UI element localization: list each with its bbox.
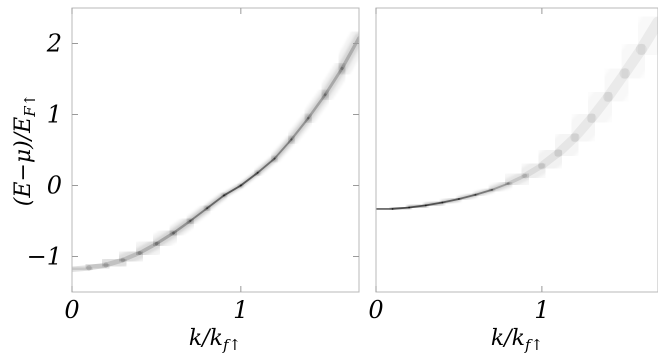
right-panel-frame [375, 7, 658, 293]
right-band-mid-segment [516, 157, 551, 185]
y-axis-title: (E−μ)/EF↑ [11, 94, 39, 206]
x-axis-title-right: k/kf↑ [491, 326, 543, 353]
right-intensity-layer [376, 16, 658, 213]
right-plot-area [376, 16, 658, 213]
left-x-tick-label: 1 [233, 296, 248, 324]
right-band-core-segment [619, 43, 647, 79]
left-x-tick-label: 0 [64, 296, 79, 324]
left-band-mid-segment [337, 32, 359, 74]
right-band-core-segment [553, 132, 580, 158]
right-band-core-segment [570, 113, 597, 143]
left-band-mid-segment [205, 193, 226, 211]
right-band-core-segment [635, 16, 658, 55]
left-y-tick-label: 2 [46, 30, 62, 58]
right-band-core-segment [522, 162, 545, 179]
left-y-tick-label: 0 [47, 172, 62, 200]
left-band-core-segment [223, 184, 242, 197]
right-x-tick-label: 1 [534, 296, 549, 324]
left-panel-frame [71, 7, 360, 293]
right-band-core-segment [586, 91, 614, 124]
left-band-core-segment [206, 194, 225, 210]
left-y-tick-label: 1 [47, 101, 62, 129]
left-plot-area [72, 28, 359, 278]
left-intensity-layer [72, 28, 359, 278]
left-band-core-segment [340, 36, 359, 71]
right-band-core-segment [537, 148, 563, 170]
x-axis-title-left: k/kf↑ [189, 326, 241, 353]
right-band-core-segment [603, 68, 630, 102]
right-x-tick-label: 0 [368, 296, 383, 324]
left-y-tick-label: −1 [27, 243, 62, 271]
